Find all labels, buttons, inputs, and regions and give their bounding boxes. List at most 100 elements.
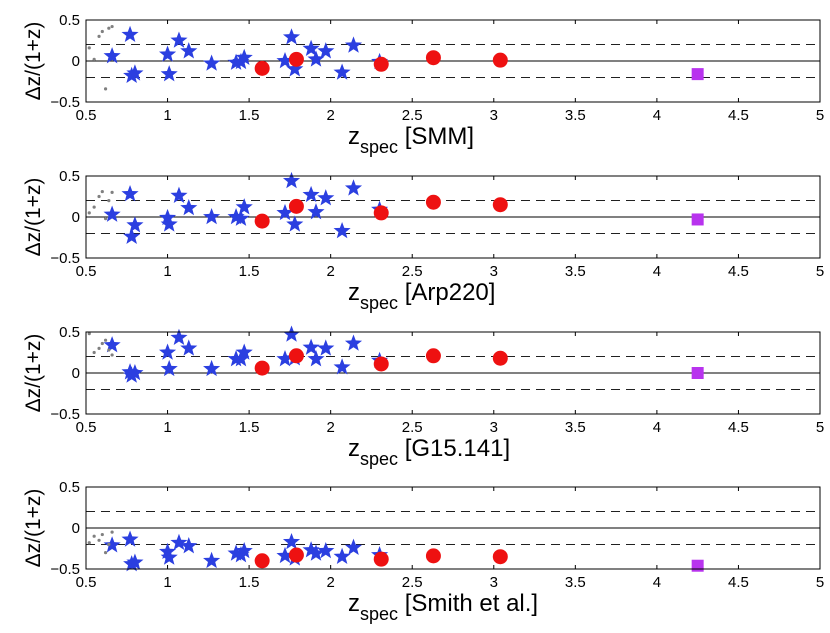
x-tick-label: 5	[816, 263, 824, 280]
star-marker	[317, 42, 335, 59]
y-tick-label: −0.5	[50, 94, 80, 111]
x-tick-label: 0.5	[76, 107, 97, 124]
star-marker	[307, 50, 325, 67]
circle-marker	[492, 549, 508, 565]
star-marker	[103, 536, 121, 553]
star-marker	[103, 205, 121, 222]
star-marker	[333, 547, 351, 564]
x-tick-label: 1.5	[239, 263, 260, 280]
star-marker	[302, 185, 320, 203]
y-tick-label: −0.5	[50, 561, 80, 578]
dot-marker	[100, 532, 104, 537]
dot-marker	[92, 57, 96, 61]
x-tick-label: 3.5	[565, 107, 586, 124]
star-marker	[333, 63, 351, 80]
x-tick-label: 2.5	[402, 107, 423, 124]
x-tick-label: 3	[490, 107, 498, 124]
star-marker	[103, 47, 121, 64]
x-axis-label: zspec [Smith et al.]	[348, 590, 538, 624]
x-tick-label: 0.5	[76, 419, 97, 436]
dot-marker	[107, 348, 111, 352]
circle-marker	[288, 547, 304, 563]
x-tick-label: 1	[163, 574, 171, 591]
panel-3: 0.5 1 1.5 2 2.5 3 3.5 4 4.5 5 0.5 0 −0.5 Δz/(1+z) zspe…	[22, 324, 824, 469]
dot-marker	[97, 346, 101, 350]
circle-marker	[373, 205, 389, 221]
star-marker	[160, 548, 178, 565]
star-marker	[123, 227, 141, 244]
circle-marker	[288, 348, 304, 364]
y-axis-label: Δz/(1+z)	[22, 178, 45, 257]
star-marker	[121, 530, 139, 547]
star-marker	[126, 553, 144, 570]
x-axis-label: zspec [SMM]	[348, 123, 474, 157]
circle-marker	[492, 350, 508, 366]
x-tick-label: 1.5	[239, 574, 260, 591]
star-marker	[282, 325, 301, 342]
star-marker	[159, 343, 177, 360]
star-marker	[302, 39, 320, 56]
star-marker	[170, 31, 188, 48]
dot-marker	[103, 551, 108, 555]
square-marker	[691, 213, 704, 226]
square-marker	[691, 367, 704, 379]
star-marker	[307, 350, 325, 367]
dot-marker	[110, 190, 114, 194]
x-tick-label: 0.5	[76, 574, 97, 591]
dot-marker	[92, 350, 96, 355]
y-axis-label: Δz/(1+z)	[22, 489, 45, 568]
star-marker	[232, 209, 250, 226]
star-marker	[317, 339, 335, 356]
star-marker	[344, 538, 363, 555]
circle-marker	[373, 56, 389, 72]
star-marker	[276, 203, 294, 221]
dot-marker	[97, 34, 101, 39]
circle-marker	[425, 548, 441, 564]
y-tick-label: −0.5	[50, 406, 80, 423]
star-marker	[170, 328, 188, 346]
dot-marker	[100, 29, 104, 34]
circle-marker	[492, 197, 508, 213]
star-marker	[333, 358, 351, 375]
star-marker	[159, 208, 177, 226]
star-marker	[302, 338, 320, 355]
circle-marker	[288, 51, 304, 67]
dot-marker	[100, 189, 104, 194]
star-marker	[159, 542, 177, 560]
y-tick-label: 0.5	[59, 324, 80, 341]
star-marker	[180, 339, 198, 356]
star-marker	[103, 336, 121, 353]
star-marker	[286, 60, 304, 77]
x-tick-label: 1	[163, 263, 171, 280]
x-tick-label: 2.5	[402, 574, 423, 591]
star-marker	[203, 208, 221, 225]
x-tick-label: 2	[326, 263, 334, 280]
x-tick-label: 3.5	[565, 574, 586, 591]
circle-marker	[425, 348, 441, 364]
circle-marker	[254, 360, 270, 376]
star-marker	[203, 551, 221, 569]
star-marker	[302, 541, 320, 558]
star-marker	[276, 546, 294, 564]
star-marker	[180, 42, 198, 59]
star-marker	[282, 28, 301, 45]
star-marker	[333, 221, 351, 239]
y-tick-label: 0	[72, 520, 80, 537]
x-tick-label: 4.5	[728, 107, 749, 124]
dot-marker	[107, 542, 111, 547]
star-marker	[180, 537, 198, 554]
x-tick-label: 2.5	[402, 419, 423, 436]
x-tick-label: 2.5	[402, 263, 423, 280]
y-tick-label: 0.5	[59, 479, 80, 496]
x-tick-label: 4.5	[728, 419, 749, 436]
x-axis-label: zspec [Arp220]	[348, 279, 495, 313]
star-marker	[160, 359, 178, 377]
y-tick-label: 0.5	[59, 168, 80, 185]
dot-marker	[103, 87, 108, 91]
x-tick-label: 5	[816, 107, 824, 124]
x-tick-label: 1.5	[239, 107, 260, 124]
circle-marker	[254, 60, 270, 76]
star-marker	[344, 36, 363, 53]
star-marker	[317, 189, 335, 206]
dot-marker	[110, 24, 114, 29]
